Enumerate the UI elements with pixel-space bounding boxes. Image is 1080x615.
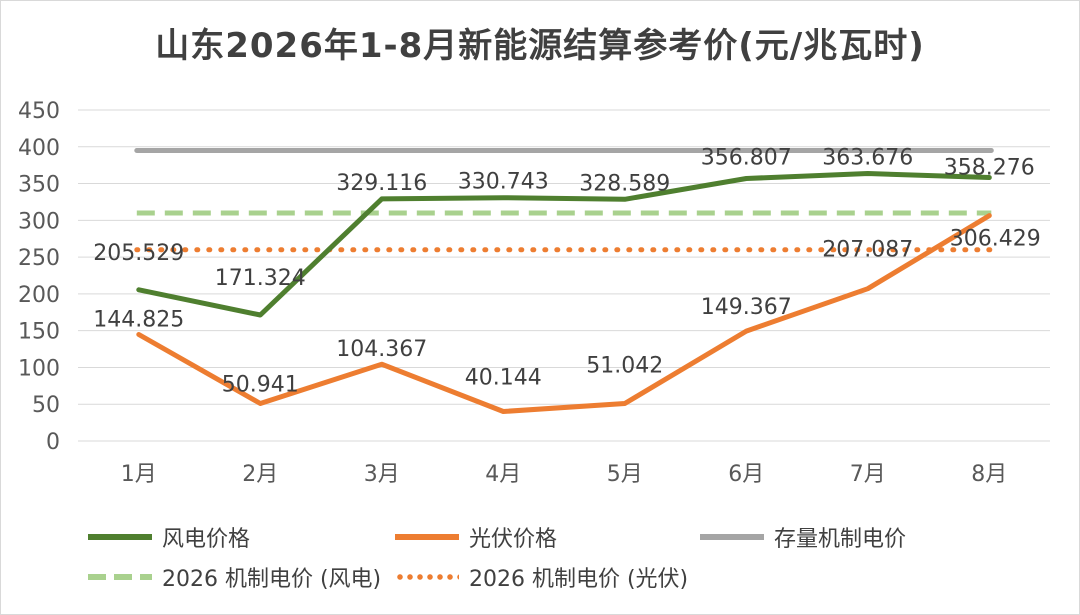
legend-item-2026-wind-mechanism: 2026 机制电价 (风电): [88, 561, 381, 593]
data-label: 330.743: [458, 170, 549, 195]
data-label: 329.116: [336, 171, 427, 196]
y-tick-label: 0: [46, 430, 60, 455]
data-label: 356.807: [701, 146, 792, 171]
data-label: 40.144: [465, 365, 542, 390]
data-label: 149.367: [701, 295, 792, 320]
series-line-0: [136, 171, 992, 318]
y-tick-label: 400: [18, 136, 60, 161]
x-tick-label: 1月: [121, 462, 157, 487]
data-label: 328.589: [579, 171, 670, 196]
legend-label-solar-price: 光伏价格: [469, 527, 558, 552]
chart-title: 山东2026年1-8月新能源结算参考价(元/兆瓦时): [155, 26, 925, 66]
legend-item-existing-mechanism-price: 存量机制电价: [700, 521, 906, 553]
series-line-1: [136, 213, 992, 414]
data-label: 51.042: [586, 353, 663, 378]
legend-swatch-2026-solar-mechanism: [395, 574, 459, 580]
legend-item-wind-price: 风电价格: [88, 521, 250, 553]
y-tick-label: 300: [18, 209, 60, 234]
legend-item-2026-solar-mechanism: 2026 机制电价 (光伏): [395, 561, 688, 593]
y-tick-label: 150: [18, 320, 60, 345]
legend-label-2026-solar-mechanism: 2026 机制电价 (光伏): [469, 567, 689, 592]
y-tick-label: 100: [18, 356, 60, 381]
y-tick-label: 350: [18, 173, 60, 198]
y-tick-label: 50: [32, 393, 60, 418]
x-tick-label: 8月: [971, 462, 1007, 487]
y-tick-label: 450: [18, 99, 60, 124]
x-tick-label: 7月: [850, 462, 886, 487]
legend-item-solar-price: 光伏价格: [395, 521, 557, 553]
legend-label-existing-mechanism-price: 存量机制电价: [774, 527, 907, 552]
y-tick-label: 200: [18, 283, 60, 308]
data-label: 363.676: [822, 145, 913, 170]
data-label: 50.941: [222, 373, 299, 398]
x-tick-label: 5月: [607, 462, 643, 487]
data-label: 207.087: [822, 238, 913, 263]
legend-swatch-wind-price: [88, 534, 152, 540]
x-tick-label: 6月: [728, 462, 764, 487]
data-label: 205.529: [93, 241, 184, 266]
legend-swatch-existing-mechanism-price: [700, 534, 764, 540]
legend-label-2026-wind-mechanism: 2026 机制电价 (风电): [162, 567, 382, 592]
data-label: 171.324: [215, 266, 306, 291]
legend-swatch-solar-price: [395, 534, 459, 540]
y-tick-label: 250: [18, 246, 60, 271]
x-tick-label: 2月: [242, 462, 278, 487]
x-tick-label: 3月: [364, 462, 400, 487]
data-label: 358.276: [944, 155, 1035, 180]
data-label: 144.825: [93, 307, 184, 332]
legend-swatch-2026-wind-mechanism: [88, 574, 152, 580]
data-label: 306.429: [950, 227, 1041, 252]
x-tick-label: 4月: [485, 462, 521, 487]
legend-label-wind-price: 风电价格: [162, 527, 251, 552]
data-label: 104.367: [336, 337, 427, 362]
